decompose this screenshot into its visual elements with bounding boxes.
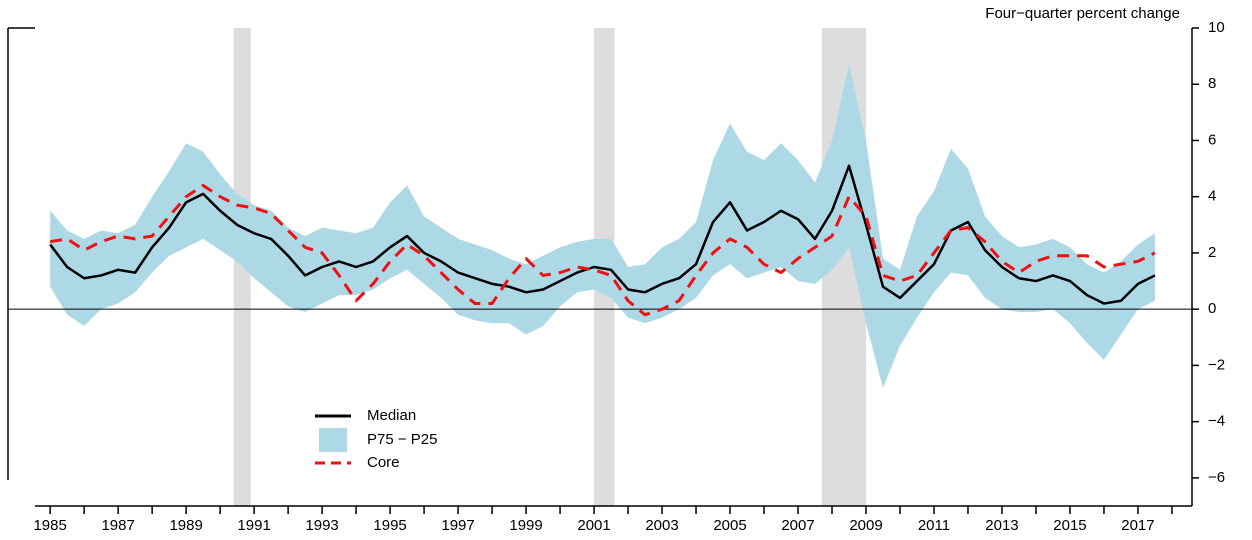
x-tick-label: 1985	[33, 517, 66, 534]
y-tick-label: 4	[1208, 188, 1216, 205]
x-tick-label: 2001	[577, 517, 610, 534]
x-tick-label: 2013	[985, 517, 1018, 534]
x-tick-label: 1987	[101, 517, 134, 534]
y-tick-label: 6	[1208, 131, 1216, 148]
x-tick-label: 2003	[645, 517, 678, 534]
y-axis-label: Four−quarter percent change	[985, 5, 1180, 22]
x-tick-label: 2007	[781, 517, 814, 534]
x-tick-label: 2005	[713, 517, 746, 534]
y-tick-label: 0	[1208, 300, 1216, 317]
legend-label: Core	[367, 454, 400, 471]
y-tick-label: 10	[1208, 19, 1225, 36]
x-tick-label: 2017	[1121, 517, 1154, 534]
y-tick-label: −4	[1208, 413, 1225, 430]
x-tick-label: 2015	[1053, 517, 1086, 534]
x-tick-label: 1999	[509, 517, 542, 534]
series-line	[49, 183, 1156, 317]
x-tick-label: 1995	[373, 517, 406, 534]
y-tick-label: 2	[1208, 244, 1216, 261]
recession-shade	[233, 28, 251, 506]
iqr-band	[50, 64, 1155, 388]
x-tick-label: 1989	[169, 517, 202, 534]
x-tick-label: 1997	[441, 517, 474, 534]
x-tick-label: 2009	[849, 517, 882, 534]
legend-label: P75 − P25	[367, 431, 437, 448]
y-tick-label: −6	[1208, 469, 1225, 486]
legend-label: Median	[367, 407, 416, 424]
x-tick-label: 2011	[918, 517, 950, 534]
y-tick-label: −2	[1208, 356, 1225, 373]
x-tick-label: 1993	[305, 517, 338, 534]
x-tick-label: 1991	[237, 517, 270, 534]
series-line	[49, 164, 1156, 305]
legend-swatch	[319, 428, 347, 452]
y-tick-label: 8	[1208, 75, 1216, 92]
